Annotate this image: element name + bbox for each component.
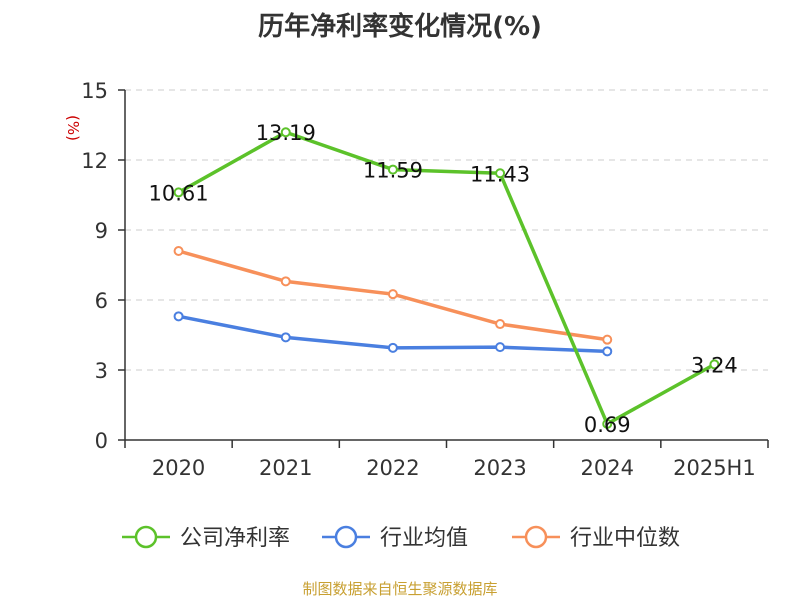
legend-marker: [524, 525, 548, 549]
y-tick-label: 9: [95, 219, 108, 243]
x-tick-label: 2021: [259, 456, 312, 480]
x-tick-label: 2020: [152, 456, 205, 480]
data-label: 10.61: [149, 181, 209, 205]
grid-lines: [125, 89, 768, 371]
legend-label: 公司净利率: [180, 526, 290, 551]
data-point: [280, 127, 291, 138]
data-label: 11.59: [363, 159, 423, 183]
data-point: [280, 276, 291, 287]
legend-label: 行业中位数: [570, 526, 680, 551]
data-label: 11.43: [470, 162, 530, 186]
legend: 公司净利率 行业均值 行业中位数: [122, 525, 680, 551]
y-tick-label: 12: [81, 149, 108, 173]
data-label: 13.19: [256, 121, 316, 145]
x-tick-label: 2022: [366, 456, 419, 480]
data-point: [602, 418, 613, 429]
x-tick-label: 2025H1: [673, 456, 756, 480]
y-axis-label: (%): [64, 115, 82, 141]
y-tick-label: 6: [95, 289, 108, 313]
legend-label: 行业均值: [380, 526, 468, 551]
x-tick-label: 2023: [473, 456, 526, 480]
series-lines: [173, 127, 720, 429]
y-tick-label: 0: [95, 429, 108, 453]
axes: 0 3 6 9 12 15 2020 2021 2022 2023 2024 2025H1 (%): [64, 79, 769, 480]
data-point: [387, 164, 398, 175]
data-label: 3.24: [691, 353, 738, 377]
data-point: [602, 334, 613, 345]
data-point: [173, 246, 184, 256]
data-source-note: 制图数据来自恒生聚源数据库: [302, 580, 498, 598]
legend-marker: [134, 525, 158, 549]
data-point: [387, 289, 398, 300]
y-tick-label: 3: [95, 359, 108, 383]
series-line-0: [177, 130, 716, 426]
data-point: [709, 359, 720, 370]
x-tick-label: 2024: [581, 456, 634, 480]
data-point: [495, 168, 506, 179]
legend-marker: [334, 525, 358, 549]
chart-title: 历年净利率变化情况(%): [258, 12, 542, 42]
data-point: [280, 332, 291, 343]
y-tick-label: 15: [81, 79, 108, 103]
data-labels: 10.61 13.19 11.59 11.43 0.69 3.24: [149, 121, 738, 437]
data-point: [602, 346, 613, 357]
data-point: [173, 311, 184, 322]
data-point: [173, 187, 184, 198]
data-point: [495, 319, 506, 330]
data-point: [387, 342, 398, 353]
data-point: [495, 342, 506, 353]
data-label: 0.69: [584, 413, 631, 437]
